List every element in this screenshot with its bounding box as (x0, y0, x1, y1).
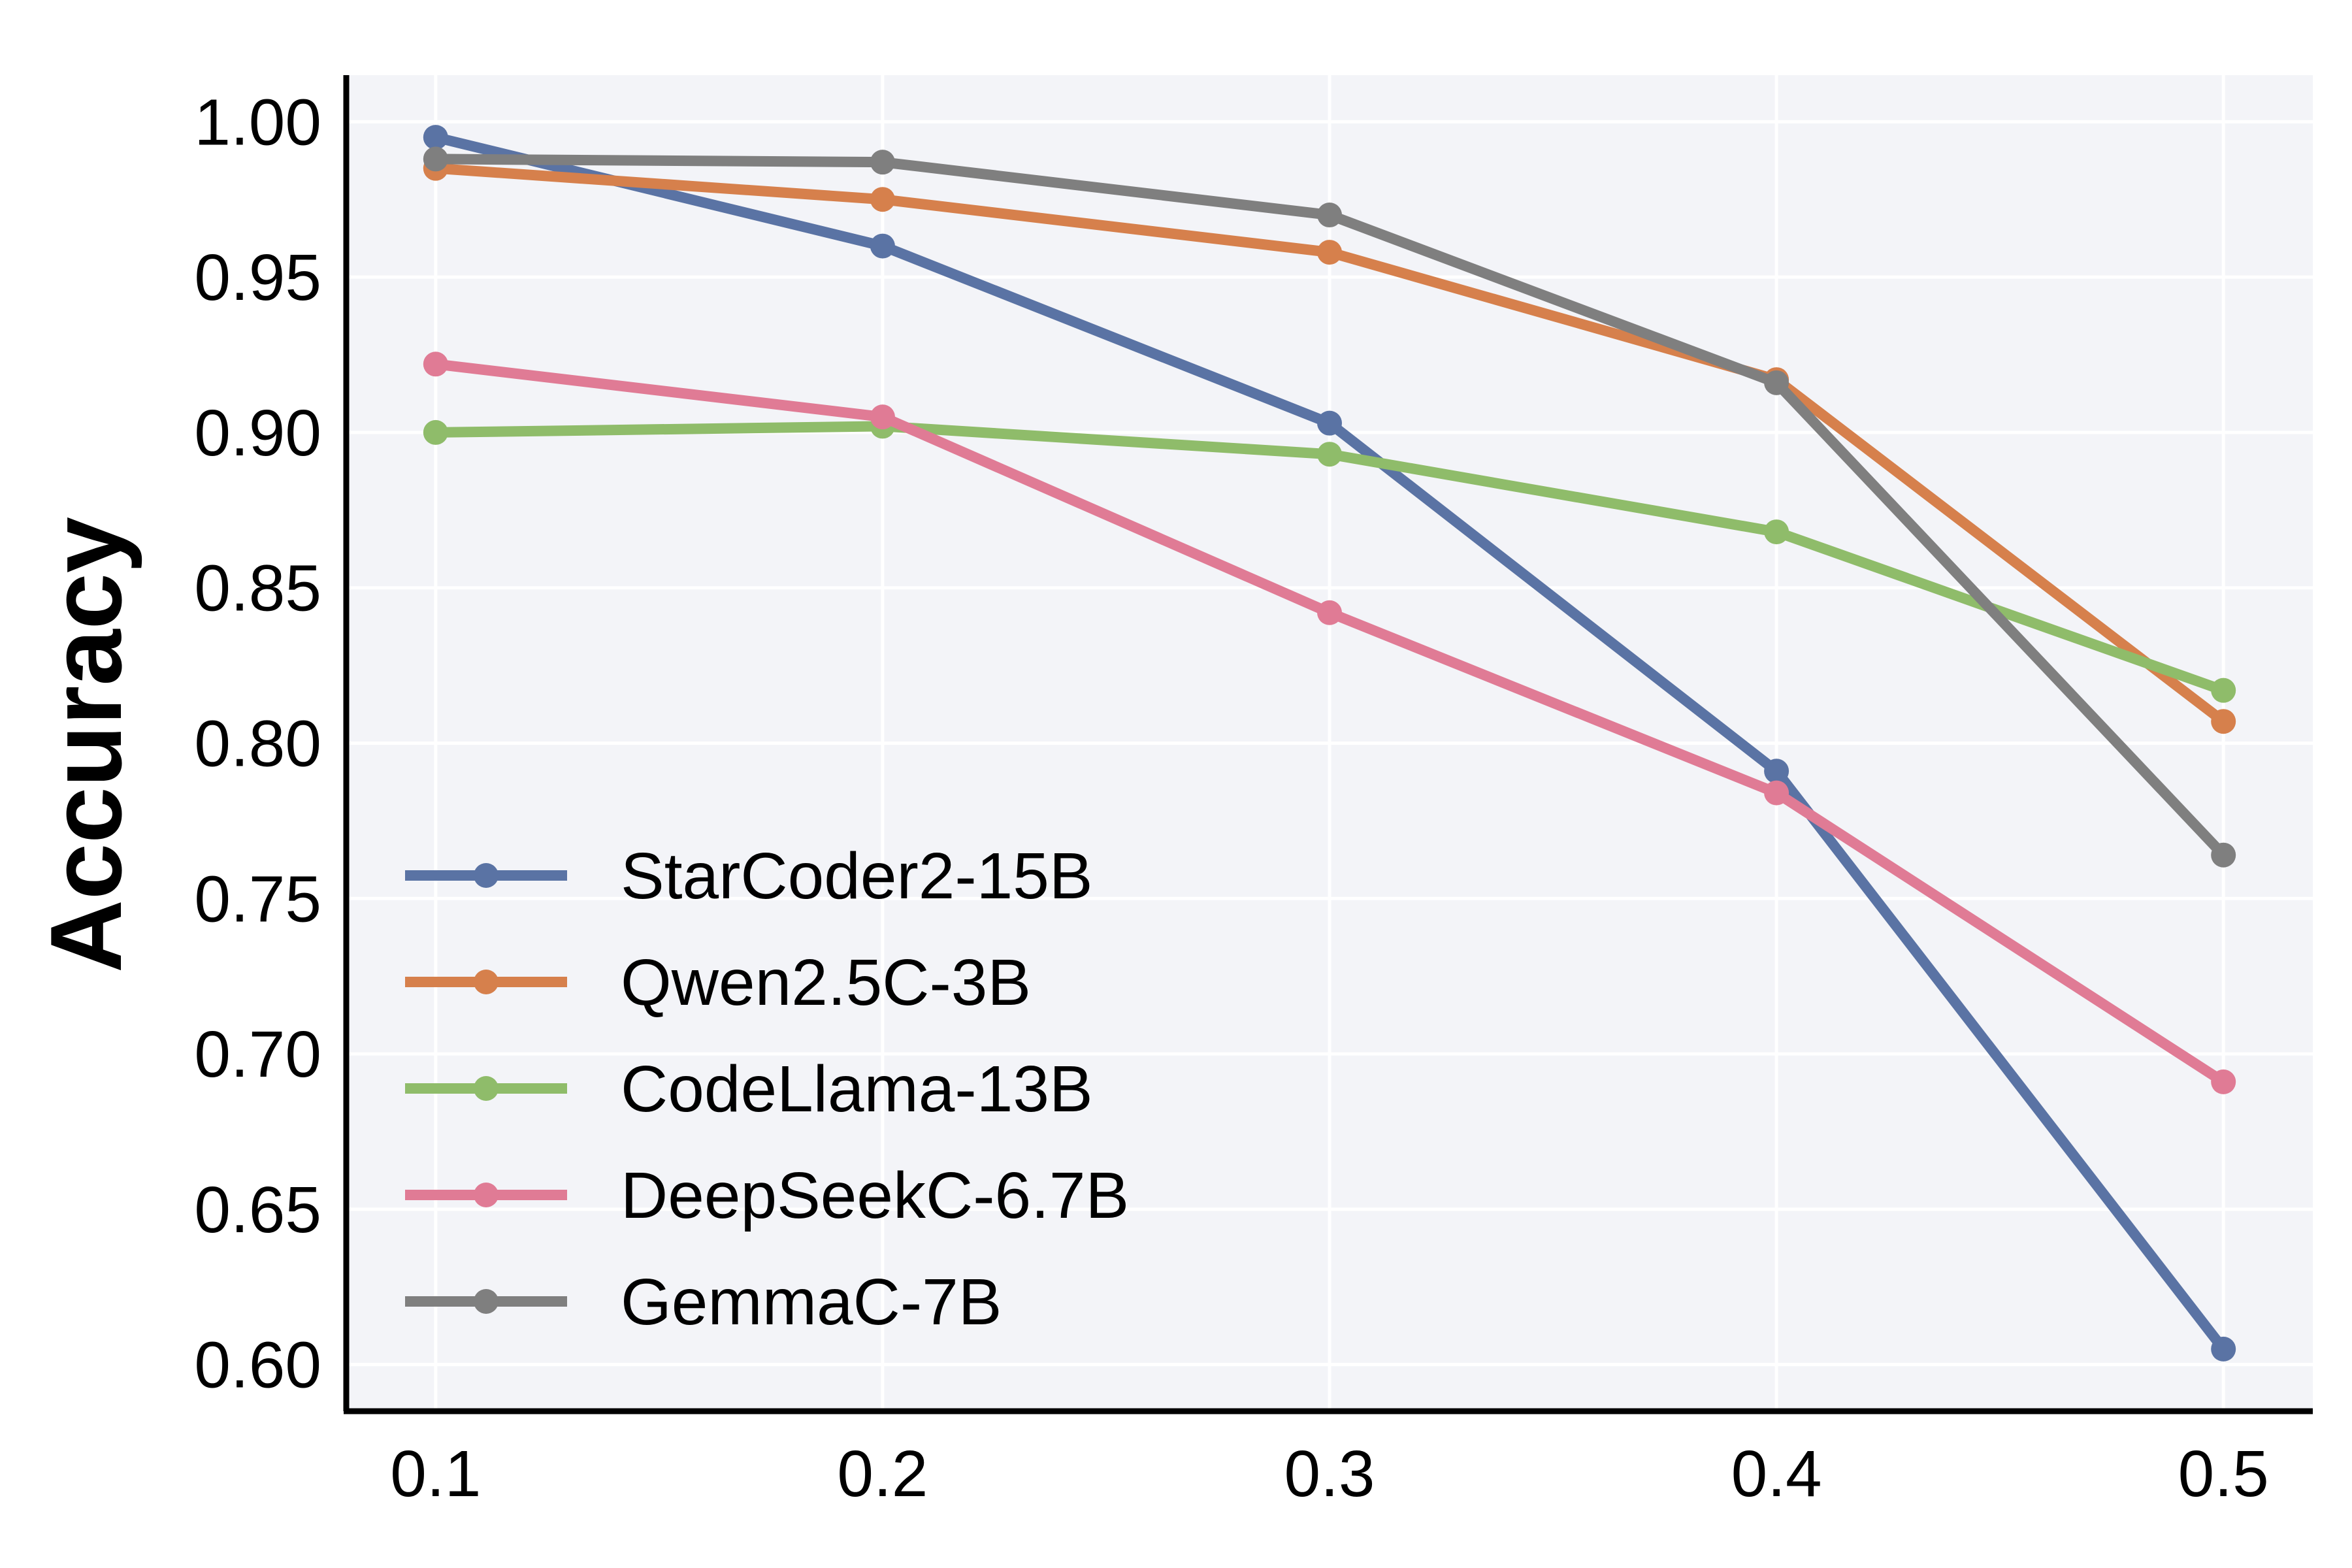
data-point (423, 351, 448, 377)
legend-item-4: GemmaC-7B (405, 1266, 1002, 1339)
data-point (2211, 1069, 2236, 1094)
y-tick-label: 0.75 (194, 862, 321, 936)
x-tick-label: 0.1 (390, 1437, 481, 1511)
x-tick-label: 0.3 (1284, 1437, 1375, 1511)
legend-item-3: DeepSeekC-6.7B (405, 1159, 1129, 1232)
series-3 (423, 351, 2236, 1094)
grid-lines (346, 75, 2313, 1411)
data-point (870, 150, 895, 175)
y-tick-label: 0.65 (194, 1173, 321, 1247)
x-tick-labels: 0.1 0.2 0.3 0.4 0.5 (390, 1437, 2268, 1511)
data-point (423, 419, 448, 445)
legend-label: StarCoder2-15B (621, 840, 1093, 913)
series-lines (423, 125, 2236, 1362)
legend-marker (474, 1076, 498, 1101)
legend-item-0: StarCoder2-15B (405, 840, 1093, 913)
y-tick-label: 0.95 (194, 241, 321, 314)
data-point (2211, 1336, 2236, 1362)
legend-label: GemmaC-7B (621, 1266, 1002, 1339)
x-tick-label: 0.2 (837, 1437, 928, 1511)
y-tick-label: 1.00 (194, 86, 321, 159)
legend-marker (474, 1289, 498, 1314)
y-tick-label: 0.60 (194, 1329, 321, 1402)
y-axis-title: Accuracy (29, 517, 142, 973)
data-point (1764, 780, 1789, 806)
axes (343, 75, 2313, 1414)
legend-label: DeepSeekC-6.7B (621, 1159, 1129, 1232)
data-point (1317, 203, 1342, 228)
y-tick-label: 0.85 (194, 552, 321, 625)
legend-marker (474, 863, 498, 888)
data-point (1317, 240, 1342, 265)
data-point (870, 404, 895, 430)
data-point (870, 187, 895, 212)
data-point (2211, 842, 2236, 868)
legend: StarCoder2-15B Qwen2.5C-3B CodeLlama-13B De… (405, 840, 1129, 1339)
data-point (2211, 709, 2236, 734)
data-point (1317, 410, 1342, 436)
series-0 (423, 125, 2236, 1362)
legend-marker (474, 970, 498, 994)
data-point (1317, 442, 1342, 467)
data-point (423, 146, 448, 172)
data-point (1764, 370, 1789, 395)
data-point (1317, 600, 1342, 625)
legend-label: Qwen2.5C-3B (621, 946, 1031, 1019)
data-point (1764, 759, 1789, 784)
legend-item-2: CodeLlama-13B (405, 1053, 1093, 1126)
legend-marker (474, 1183, 498, 1207)
legend-label: CodeLlama-13B (621, 1053, 1093, 1126)
data-point (423, 125, 448, 150)
x-tick-label: 0.4 (1731, 1437, 1822, 1511)
data-point (2211, 678, 2236, 703)
legend-item-1: Qwen2.5C-3B (405, 946, 1031, 1019)
y-tick-label: 0.90 (194, 397, 321, 470)
series-4 (423, 146, 2236, 868)
y-tick-label: 0.70 (194, 1018, 321, 1091)
x-tick-label: 0.5 (2178, 1437, 2269, 1511)
data-point (1764, 519, 1789, 545)
y-tick-label: 0.80 (194, 708, 321, 781)
data-point (870, 233, 895, 259)
y-tick-labels: 0.60 0.65 0.70 0.75 0.80 0.85 0.90 0.95 1.00 (194, 86, 321, 1401)
